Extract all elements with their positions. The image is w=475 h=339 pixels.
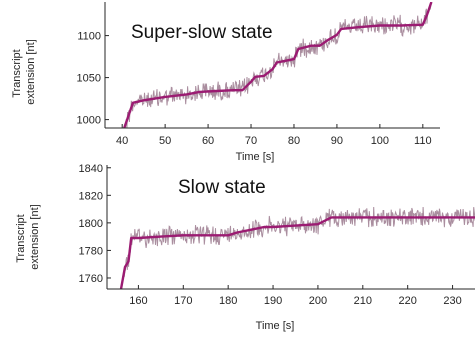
x-tick-label: 110 (414, 135, 432, 147)
raw-trace (120, 206, 475, 289)
x-tick-label: 90 (331, 135, 343, 147)
x-axis-label-super-slow: Time [s] (236, 151, 275, 163)
x-tick-label: 230 (443, 295, 461, 307)
x-axis-label-slow: Time [s] (256, 320, 295, 332)
x-tick-label: 210 (354, 295, 372, 307)
x-tick-label: 60 (202, 135, 214, 147)
x-tick-label: 160 (129, 295, 147, 307)
y-axis-label-super-slow: Transcript extension [nt] (11, 39, 37, 104)
noise-band-slow (120, 206, 475, 289)
y-tick-label: 1800 (79, 218, 103, 230)
y-tick-label: 1760 (79, 273, 103, 285)
y-axis-label-slow: Transcript extension [nt] (15, 204, 41, 269)
x-tick-label: 220 (399, 295, 417, 307)
noise-band-super-slow (124, 2, 432, 128)
x-ticks-slow: 160 170 180 190 200 210 220 230 (129, 285, 462, 307)
y-tick-label: 1100 (77, 31, 101, 43)
panel-title-super-slow: Super-slow state (131, 22, 273, 43)
x-tick-label: 200 (309, 295, 327, 307)
x-tick-label: 100 (371, 135, 389, 147)
y-tick-label: 1000 (77, 115, 101, 127)
x-ticks-super-slow: 40 50 60 70 80 90 100 110 (116, 124, 432, 147)
x-tick-label: 190 (264, 295, 282, 307)
panel-title-slow: Slow state (178, 177, 266, 198)
x-tick-label: 180 (219, 295, 237, 307)
x-tick-label: 70 (245, 135, 257, 147)
raw-trace (124, 2, 432, 128)
panel-super-slow: 1000 1050 1100 40 50 60 70 80 90 100 110 Super-sl… (11, 2, 440, 163)
y-tick-label: 1820 (79, 190, 103, 202)
y-ticks-slow: 1760 1780 1800 1820 1840 (79, 163, 111, 285)
y-tick-label: 1840 (79, 163, 103, 175)
y-ticks-super-slow: 1000 1050 1100 (77, 31, 109, 127)
x-tick-label: 80 (288, 135, 300, 147)
y-tick-label: 1050 (77, 73, 101, 85)
smoothed-trace (122, 2, 433, 128)
series-line-slow (119, 216, 475, 289)
panel-slow: 1760 1780 1800 1820 1840 160 170 180 190 200 210 2… (15, 163, 475, 332)
smoothed-trace (119, 216, 475, 289)
x-tick-label: 170 (174, 295, 192, 307)
y-tick-label: 1780 (79, 245, 103, 257)
x-tick-label: 50 (159, 135, 171, 147)
series-line-super-slow (122, 2, 433, 128)
x-tick-label: 40 (116, 135, 128, 147)
